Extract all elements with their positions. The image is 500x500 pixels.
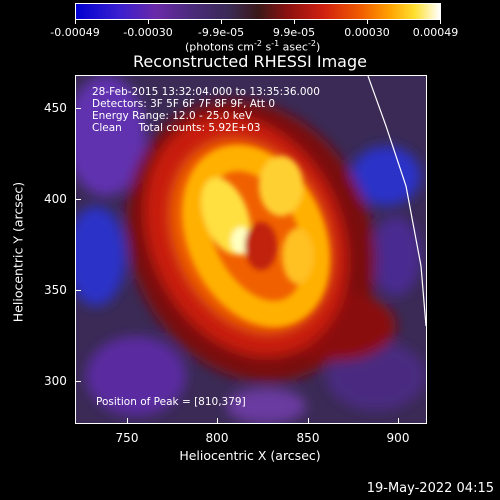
colorbar-units: (photons cm-2 s-1 asec-2)	[185, 39, 321, 54]
y-tick-label: 300	[44, 374, 67, 388]
observation-info: 28-Feb-2015 13:32:04.000 to 13:35:36.000…	[92, 86, 320, 134]
y-tick-label: 350	[44, 283, 67, 297]
timestamp: 19-May-2022 04:15	[366, 481, 494, 496]
x-tick-label: 900	[386, 431, 410, 445]
x-tick-label: 800	[205, 431, 229, 445]
colorbar-label: 0.00030	[344, 26, 390, 39]
x-tick-label: 750	[115, 431, 139, 445]
colorbar-label: -0.00030	[123, 26, 173, 39]
colorbar-label: -9.9e-05	[197, 26, 245, 39]
colorbar-label: 9.9e-05	[272, 26, 316, 39]
rhessi-image-canvas	[76, 76, 426, 423]
plot-title: Reconstructed RHESSI Image	[133, 52, 367, 71]
x-axis-label: Heliocentric X (arcsec)	[179, 448, 321, 463]
y-tick-label: 450	[44, 101, 67, 115]
colorbar-label: 0.00049	[412, 26, 459, 39]
peak-position: Position of Peak = [810,379]	[96, 396, 246, 408]
colorbar	[75, 3, 441, 20]
rhessi-image	[75, 75, 427, 424]
x-tick-label: 850	[296, 431, 320, 445]
y-tick-label: 400	[44, 192, 67, 206]
colorbar-label: -0.00049	[50, 26, 100, 39]
